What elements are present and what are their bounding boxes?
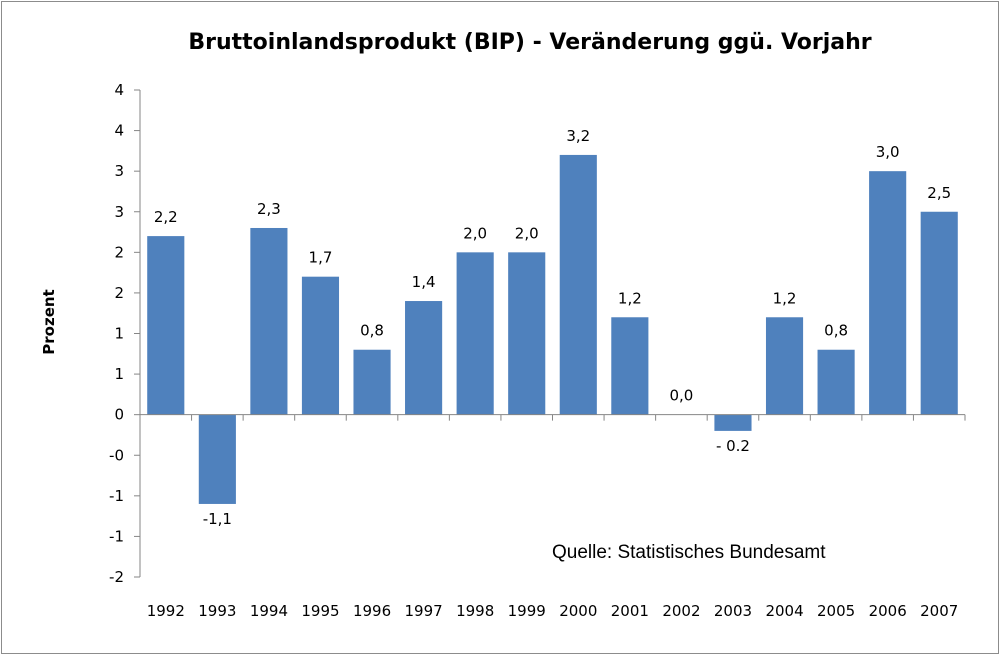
data-label-2003: - 0.2 bbox=[716, 437, 750, 455]
data-label-2001: 1,2 bbox=[618, 289, 642, 307]
x-tick-label-2007: 2007 bbox=[920, 602, 958, 620]
y-tick-label: 0 bbox=[114, 406, 124, 424]
data-label-2000: 3,2 bbox=[566, 127, 590, 145]
y-tick-label: 4 bbox=[114, 81, 124, 99]
y-tick-label: 3 bbox=[114, 203, 124, 221]
bar-1992 bbox=[147, 236, 185, 415]
data-label-1996: 0,8 bbox=[360, 322, 384, 340]
data-label-2005: 0,8 bbox=[824, 322, 848, 340]
plot-area: -2 -1 -1 -0 0 1 1 2 2 3 3 4 4 2,2 1992 -1,1 1993 2,3 1994 1… bbox=[109, 81, 966, 620]
bar-2004 bbox=[765, 317, 804, 415]
bar-1997 bbox=[405, 301, 443, 415]
y-axis-label: Prozent bbox=[40, 289, 58, 354]
bar-1995 bbox=[301, 276, 340, 415]
y-tick-label: 1 bbox=[114, 325, 124, 343]
x-tick-label-2001: 2001 bbox=[611, 602, 649, 620]
x-tick-label-1997: 1997 bbox=[405, 602, 443, 620]
bar-2005 bbox=[817, 349, 855, 415]
bar-2000 bbox=[559, 154, 597, 415]
y-tick-label: -1 bbox=[109, 527, 124, 545]
data-label-1997: 1,4 bbox=[412, 273, 436, 291]
y-tick-label: -1 bbox=[109, 487, 124, 505]
x-tick-label-2005: 2005 bbox=[817, 602, 855, 620]
bar-2007 bbox=[920, 211, 958, 415]
x-tick-label-2003: 2003 bbox=[714, 602, 752, 620]
data-label-2006: 3,0 bbox=[876, 143, 900, 161]
bar-1994 bbox=[250, 227, 288, 415]
x-tick-label-2000: 2000 bbox=[559, 602, 597, 620]
data-label-2007: 2,5 bbox=[927, 184, 951, 202]
y-tick-label: 1 bbox=[114, 365, 124, 383]
bar-2006 bbox=[869, 171, 907, 415]
x-tick-label-1996: 1996 bbox=[353, 602, 391, 620]
y-tick-label: 4 bbox=[114, 122, 124, 140]
data-label-1995: 1,7 bbox=[309, 249, 333, 267]
x-tick-label-1994: 1994 bbox=[250, 602, 288, 620]
x-tick-label-2006: 2006 bbox=[869, 602, 907, 620]
y-tick-label: -2 bbox=[109, 568, 124, 586]
x-tick-label-1992: 1992 bbox=[147, 602, 185, 620]
x-tick-label-1998: 1998 bbox=[456, 602, 494, 620]
bar-1998 bbox=[456, 252, 494, 415]
bar-1996 bbox=[353, 349, 391, 415]
x-tick-label-2004: 2004 bbox=[765, 602, 803, 620]
y-tick-label: -0 bbox=[109, 446, 124, 464]
source-annotation: Quelle: Statistisches Bundesamt bbox=[552, 542, 826, 563]
data-label-2002: 0,0 bbox=[669, 387, 693, 405]
data-label-1992: 2,2 bbox=[154, 208, 178, 226]
x-tick-label-1993: 1993 bbox=[198, 602, 236, 620]
bar-1999 bbox=[508, 252, 546, 415]
bar-1993 bbox=[198, 414, 236, 504]
data-label-1993: -1,1 bbox=[203, 510, 232, 528]
y-tick-label: 3 bbox=[114, 162, 124, 180]
y-tick-label: 2 bbox=[114, 284, 124, 302]
x-tick-label-2002: 2002 bbox=[662, 602, 700, 620]
x-tick-label-1995: 1995 bbox=[301, 602, 339, 620]
bar-2003 bbox=[714, 414, 752, 431]
x-tick-label-1999: 1999 bbox=[508, 602, 546, 620]
data-label-2004: 1,2 bbox=[773, 289, 797, 307]
bar-2001 bbox=[611, 317, 649, 415]
data-label-1998: 2,0 bbox=[463, 224, 487, 242]
data-label-1999: 2,0 bbox=[515, 224, 539, 242]
data-label-1994: 2,3 bbox=[257, 200, 281, 218]
y-tick-label: 2 bbox=[114, 243, 124, 261]
chart-title: Bruttoinlandsprodukt (BIP) - Veränderung… bbox=[188, 30, 871, 55]
